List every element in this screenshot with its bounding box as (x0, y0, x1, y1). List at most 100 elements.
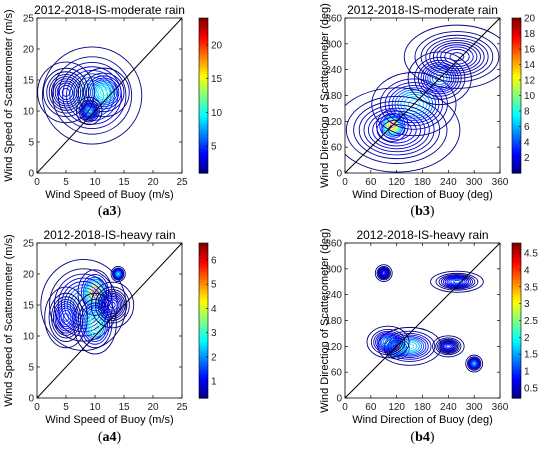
colorbar-frame (198, 17, 209, 174)
caption-open: ( (410, 204, 415, 219)
contour-level (112, 268, 124, 280)
x-tick-label: 360 (492, 177, 509, 188)
y-tick-label: 15 (23, 76, 35, 87)
colorbar-segment (512, 73, 521, 77)
colorbar-tick-label: 4.5 (524, 249, 538, 260)
contour-level (435, 272, 479, 291)
contour-level (440, 341, 456, 352)
colorbar-segment (199, 71, 208, 75)
colorbar-segment (199, 262, 208, 266)
colorbar-segment (512, 259, 521, 263)
colorbar-segment (512, 170, 521, 174)
colorbar-segment (512, 320, 521, 324)
colorbar-segment (512, 18, 521, 22)
contour-level (382, 271, 386, 275)
y-tick-label: 10 (23, 107, 35, 118)
colorbar-segment (199, 356, 208, 360)
colorbar-tick-label: 4 (524, 138, 530, 149)
colorbar-segment (512, 80, 521, 84)
x-tick-label: 180 (414, 177, 431, 188)
colorbar-segment (512, 390, 521, 394)
contour-level (63, 284, 103, 326)
contour-level (44, 286, 88, 349)
caption-close: ) (430, 430, 435, 445)
panel-caption: (b3) (410, 204, 434, 219)
colorbar-segment (512, 34, 521, 38)
colorbar-segment (199, 119, 208, 123)
colorbar-segment (199, 250, 208, 254)
contour-layer (345, 243, 500, 398)
y-axis-label: Wind Direction of Scatterometer (deg) (319, 3, 331, 188)
colorbar-segment (199, 66, 208, 70)
colorbar-segment (512, 37, 521, 41)
contour-level (110, 265, 126, 283)
colorbar-segment (199, 385, 208, 389)
colorbar-segment (512, 257, 521, 261)
colorbar-segment (199, 366, 208, 370)
colorbar-segment (512, 20, 521, 24)
colorbar-segment (199, 90, 208, 94)
x-tick-label: 0 (34, 177, 40, 188)
colorbar-segment (512, 146, 521, 150)
colorbar-segment (512, 276, 521, 280)
contour-level (440, 275, 473, 289)
colorbar-tick-label: 3.5 (524, 282, 538, 293)
contour-level (363, 107, 430, 153)
colorbar-segment (199, 276, 208, 280)
colorbar-segment (512, 61, 521, 65)
reference-line (37, 18, 182, 173)
colorbar-segment (512, 119, 521, 123)
colorbar-segment (512, 136, 521, 140)
colorbar-segment (199, 49, 208, 53)
colorbar-segment (199, 315, 208, 319)
contour-level (379, 268, 388, 278)
colorbar-segment (199, 390, 208, 394)
contour-level (109, 301, 116, 309)
colorbar-segment (512, 385, 521, 389)
contour-level (378, 268, 389, 278)
colorbar-segment (512, 305, 521, 309)
colorbar-tick-label: 6 (524, 122, 530, 133)
contour-level (471, 360, 478, 367)
colorbar-segment (199, 78, 208, 82)
colorbar-frame (198, 242, 209, 399)
chart-title: 2012-2018-IS-heavy rain (356, 228, 488, 242)
contour-level (407, 51, 472, 106)
contour-level (440, 46, 474, 67)
contour-level (384, 339, 392, 345)
colorbar-segment (512, 335, 521, 339)
colorbar-segment (199, 303, 208, 307)
x-tick-label: 15 (118, 402, 130, 413)
colorbar-segment (199, 59, 208, 63)
colorbar-segment (512, 54, 521, 58)
contour-level (83, 105, 95, 117)
colorbar-segment (512, 318, 521, 322)
colorbar-segment (199, 313, 208, 317)
colorbar-tick-label: 15 (211, 74, 223, 85)
contour-level (115, 271, 121, 277)
colorbar-segment (199, 279, 208, 283)
colorbar-segment (199, 247, 208, 251)
colorbar-segment (199, 56, 208, 60)
colorbar-segment (199, 156, 208, 160)
contour-level (377, 266, 390, 280)
colorbar-segment (512, 102, 521, 106)
x-tick-label: 180 (414, 402, 431, 413)
contour-level (57, 62, 127, 129)
colorbar-segment (512, 78, 521, 82)
colorbar-segment (512, 143, 521, 147)
y-tick-label: 180 (325, 316, 342, 327)
contour-level (367, 110, 426, 150)
x-tick-label: 60 (365, 402, 377, 413)
colorbar-tick-label: 1 (211, 377, 217, 388)
contour-level (57, 305, 75, 330)
colorbar-segment (199, 318, 208, 322)
contour-level (115, 270, 122, 278)
colorbar-segment (199, 342, 208, 346)
colorbar-segment (512, 267, 521, 271)
colorbar: 1 2 3 4 5 6 (198, 242, 217, 399)
colorbar-segment (512, 160, 521, 164)
colorbar-segment (199, 129, 208, 133)
contour-level (429, 39, 485, 74)
contour-level (61, 87, 71, 97)
